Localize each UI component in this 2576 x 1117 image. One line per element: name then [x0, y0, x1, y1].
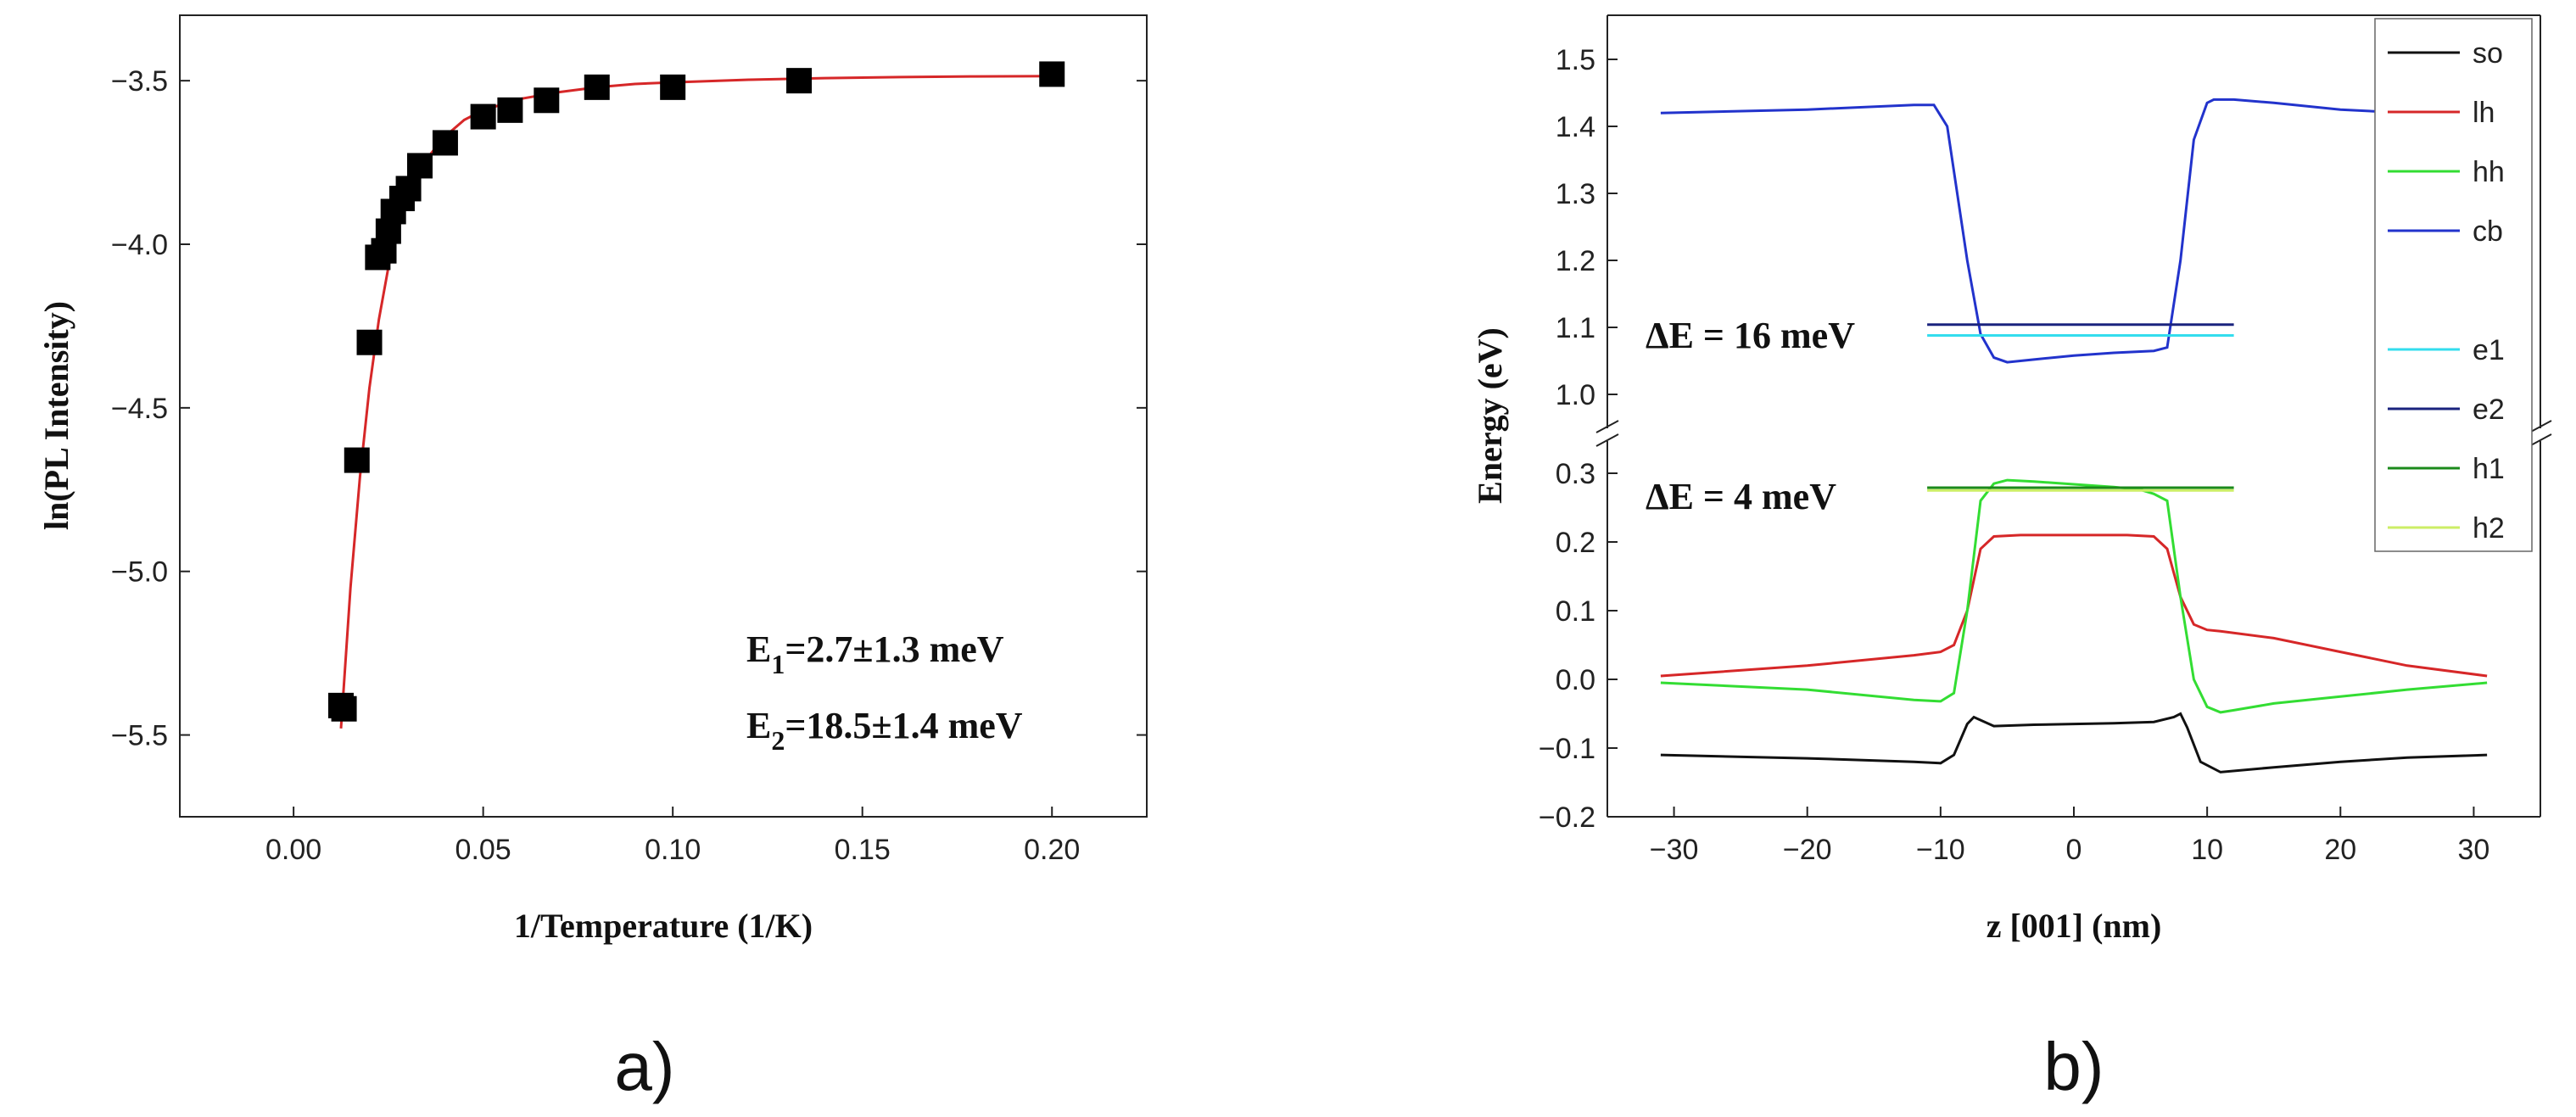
panel-b-y-tick-label: 0.1 — [1556, 595, 1595, 628]
panel-b-legend-label-e2: e2 — [2473, 394, 2505, 426]
panel-a-label: a) — [614, 1029, 674, 1104]
panel-b-legend-label-h2: h2 — [2473, 512, 2505, 545]
panel-b-x-tick-label: 20 — [2324, 834, 2356, 866]
panel-a-y-axis-label: ln(PL Intensity) — [37, 301, 75, 530]
panel-b-legend-label-hh: hh — [2473, 156, 2505, 188]
panel-b-annotation-de4: ΔE = 4 meV — [1646, 476, 1836, 517]
panel-b: −30 −20 −10 0 10 20 30 −0.2 −0.1 0.0 0.1 0.2 0.3 1.0… — [1471, 14, 2552, 1104]
panel-b-legend: so lh hh cb e1 e2 h1 h2 — [2374, 18, 2533, 552]
panel-a-data-point — [432, 130, 458, 156]
panel-b-y-tick-label: 1.5 — [1556, 44, 1595, 76]
panel-b-x-tick-label: 10 — [2191, 834, 2223, 866]
panel-b-x-tick-label: −30 — [1650, 834, 1699, 866]
panel-a-x-axis-label: 1/Temperature (1/K) — [514, 907, 813, 945]
panel-b-legend-label-lh: lh — [2473, 97, 2495, 129]
panel-a-x-tick-label: 0.05 — [455, 834, 511, 866]
panel-a-y-tick-label: −3.5 — [111, 65, 168, 98]
panel-a-y-ticks: −5.5 −5.0 −4.5 −4.0 −3.5 — [111, 65, 1147, 752]
panel-a-data-point — [786, 68, 813, 94]
panel-a: 0.00 0.05 0.10 0.15 0.20 −5.5 −5.0 −4.5 −4.0 −3.… — [37, 14, 1148, 1104]
panel-a-x-tick-label: 0.00 — [265, 834, 321, 866]
panel-b-series-lines — [1660, 98, 2488, 774]
panel-b-x-axis-label: z [001] (nm) — [1986, 907, 2162, 945]
panel-b-y-tick-label: 1.4 — [1556, 111, 1595, 143]
panel-b-x-tick-label: −20 — [1783, 834, 1832, 866]
panel-b-x-tick-label: 30 — [2458, 834, 2490, 866]
panel-a-data-point — [470, 103, 496, 130]
panel-b-y-ticks: −0.2 −0.1 0.0 0.1 0.2 0.3 1.0 1.1 1.2 1.3 1.4 1.5 — [1539, 44, 1618, 834]
panel-a-annotation-e1: E1=2.7±1.3 meV — [746, 628, 1004, 679]
panel-b-legend-label-e1: e1 — [2473, 334, 2505, 366]
panel-b-y-tick-label: −0.2 — [1539, 801, 1595, 834]
panel-b-y-tick-label: 0.2 — [1556, 527, 1595, 559]
panel-a-data-point — [356, 329, 383, 355]
panel-a-data-point — [660, 74, 686, 100]
panel-b-y-tick-label: 1.2 — [1556, 245, 1595, 277]
panel-a-data-point — [331, 695, 357, 722]
panel-b-legend-label-cb: cb — [2473, 215, 2503, 248]
panel-a-data-point — [344, 447, 370, 473]
panel-b-y-axis-label: Energy (eV) — [1471, 327, 1509, 504]
panel-b-x-tick-label: 0 — [2066, 834, 2082, 866]
panel-b-line-cb — [1660, 98, 2488, 364]
panel-b-y-tick-label: 1.1 — [1556, 312, 1595, 344]
panel-b-annotation-de16: ΔE = 16 meV — [1646, 315, 1855, 356]
panel-a-y-tick-label: −4.5 — [111, 393, 168, 425]
panel-a-y-tick-label: −5.5 — [111, 720, 168, 752]
panel-a-x-tick-label: 0.10 — [645, 834, 701, 866]
panel-a-data-point — [584, 74, 610, 100]
panel-b-y-tick-label: 1.0 — [1556, 379, 1595, 411]
panel-a-data-points — [328, 61, 1065, 722]
panel-a-data-point — [534, 87, 560, 114]
panel-a-data-point — [406, 153, 433, 179]
panel-b-y-tick-label: −0.1 — [1539, 733, 1595, 765]
panel-a-x-tick-label: 0.15 — [835, 834, 891, 866]
panel-a-x-tick-label: 0.20 — [1024, 834, 1080, 866]
panel-b-legend-label-h1: h1 — [2473, 453, 2505, 485]
panel-b-line-lh — [1660, 533, 2488, 678]
panel-b-legend-label-so: so — [2473, 37, 2503, 70]
panel-a-data-point — [497, 97, 523, 123]
panel-a-plot-frame — [179, 14, 1148, 818]
panel-b-y-tick-label: 0.3 — [1556, 458, 1595, 490]
panel-b-x-ticks: −30 −20 −10 0 10 20 30 — [1650, 807, 2490, 866]
panel-a-data-point — [1039, 61, 1065, 87]
panel-b-axis-break-marks — [1595, 420, 2552, 447]
panel-a-x-ticks: 0.00 0.05 0.10 0.15 0.20 — [265, 807, 1080, 866]
panel-b-line-so — [1660, 712, 2488, 774]
panel-b-x-tick-label: −10 — [1916, 834, 1965, 866]
panel-b-legend-box — [2374, 18, 2533, 552]
panel-a-annotation-e2: E2=18.5±1.4 meV — [746, 705, 1023, 756]
panel-b-label: b) — [2043, 1029, 2104, 1104]
panel-b-y-tick-label: 1.3 — [1556, 178, 1595, 210]
panel-b-y-tick-label: 0.0 — [1556, 664, 1595, 696]
panel-a-y-tick-label: −5.0 — [111, 556, 168, 589]
panel-a-y-tick-label: −4.0 — [111, 229, 168, 261]
panel-a-data-point — [395, 176, 422, 202]
